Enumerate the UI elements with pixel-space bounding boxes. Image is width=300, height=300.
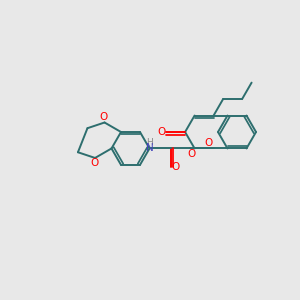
Text: O: O <box>99 112 108 122</box>
Text: O: O <box>157 127 165 137</box>
Text: N: N <box>146 143 153 154</box>
Text: O: O <box>90 158 98 169</box>
Text: O: O <box>204 138 213 148</box>
Text: O: O <box>172 163 180 172</box>
Text: H: H <box>146 139 153 148</box>
Text: O: O <box>188 149 196 160</box>
